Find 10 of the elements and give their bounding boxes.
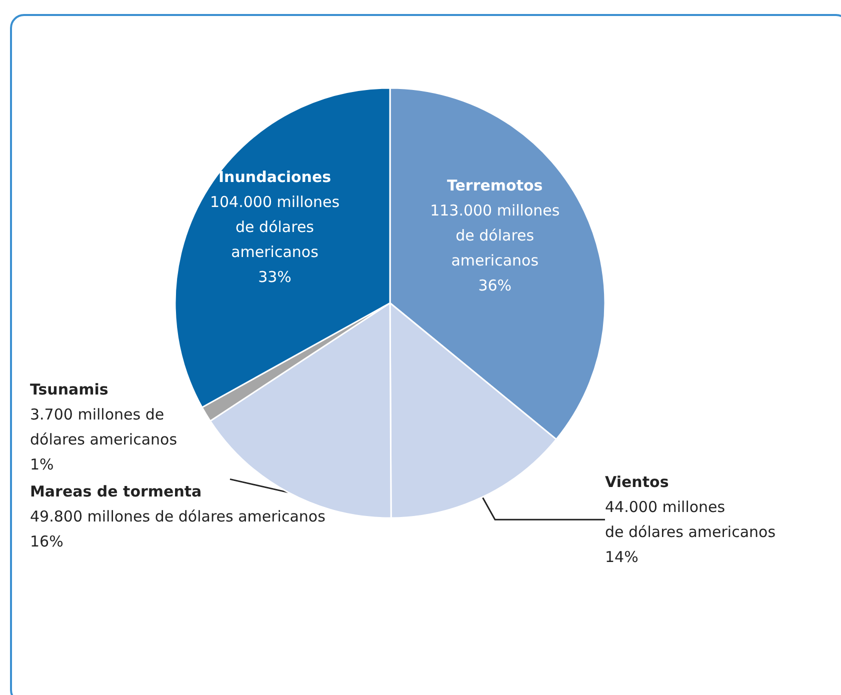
data-label: 44.000 millones de dólares americanos 14%: [605, 498, 776, 566]
data-label: 49.800 millones de dólares americanos 16%: [30, 508, 326, 551]
slice-label: Vientos: [605, 473, 669, 492]
data-label: 104.000 millones de dólares americanos 33%: [210, 192, 340, 286]
data-label: 113.000 millones de dólares americanos 36%: [430, 202, 560, 295]
slice-label: Inundaciones: [218, 168, 332, 186]
slice-label: Mareas de tormenta: [30, 482, 202, 501]
slice-label: Terremotos: [447, 176, 543, 195]
data-label: 3.700 millones de dólares americanos 1%: [30, 406, 178, 474]
slice-label: Tsunamis: [30, 380, 108, 399]
